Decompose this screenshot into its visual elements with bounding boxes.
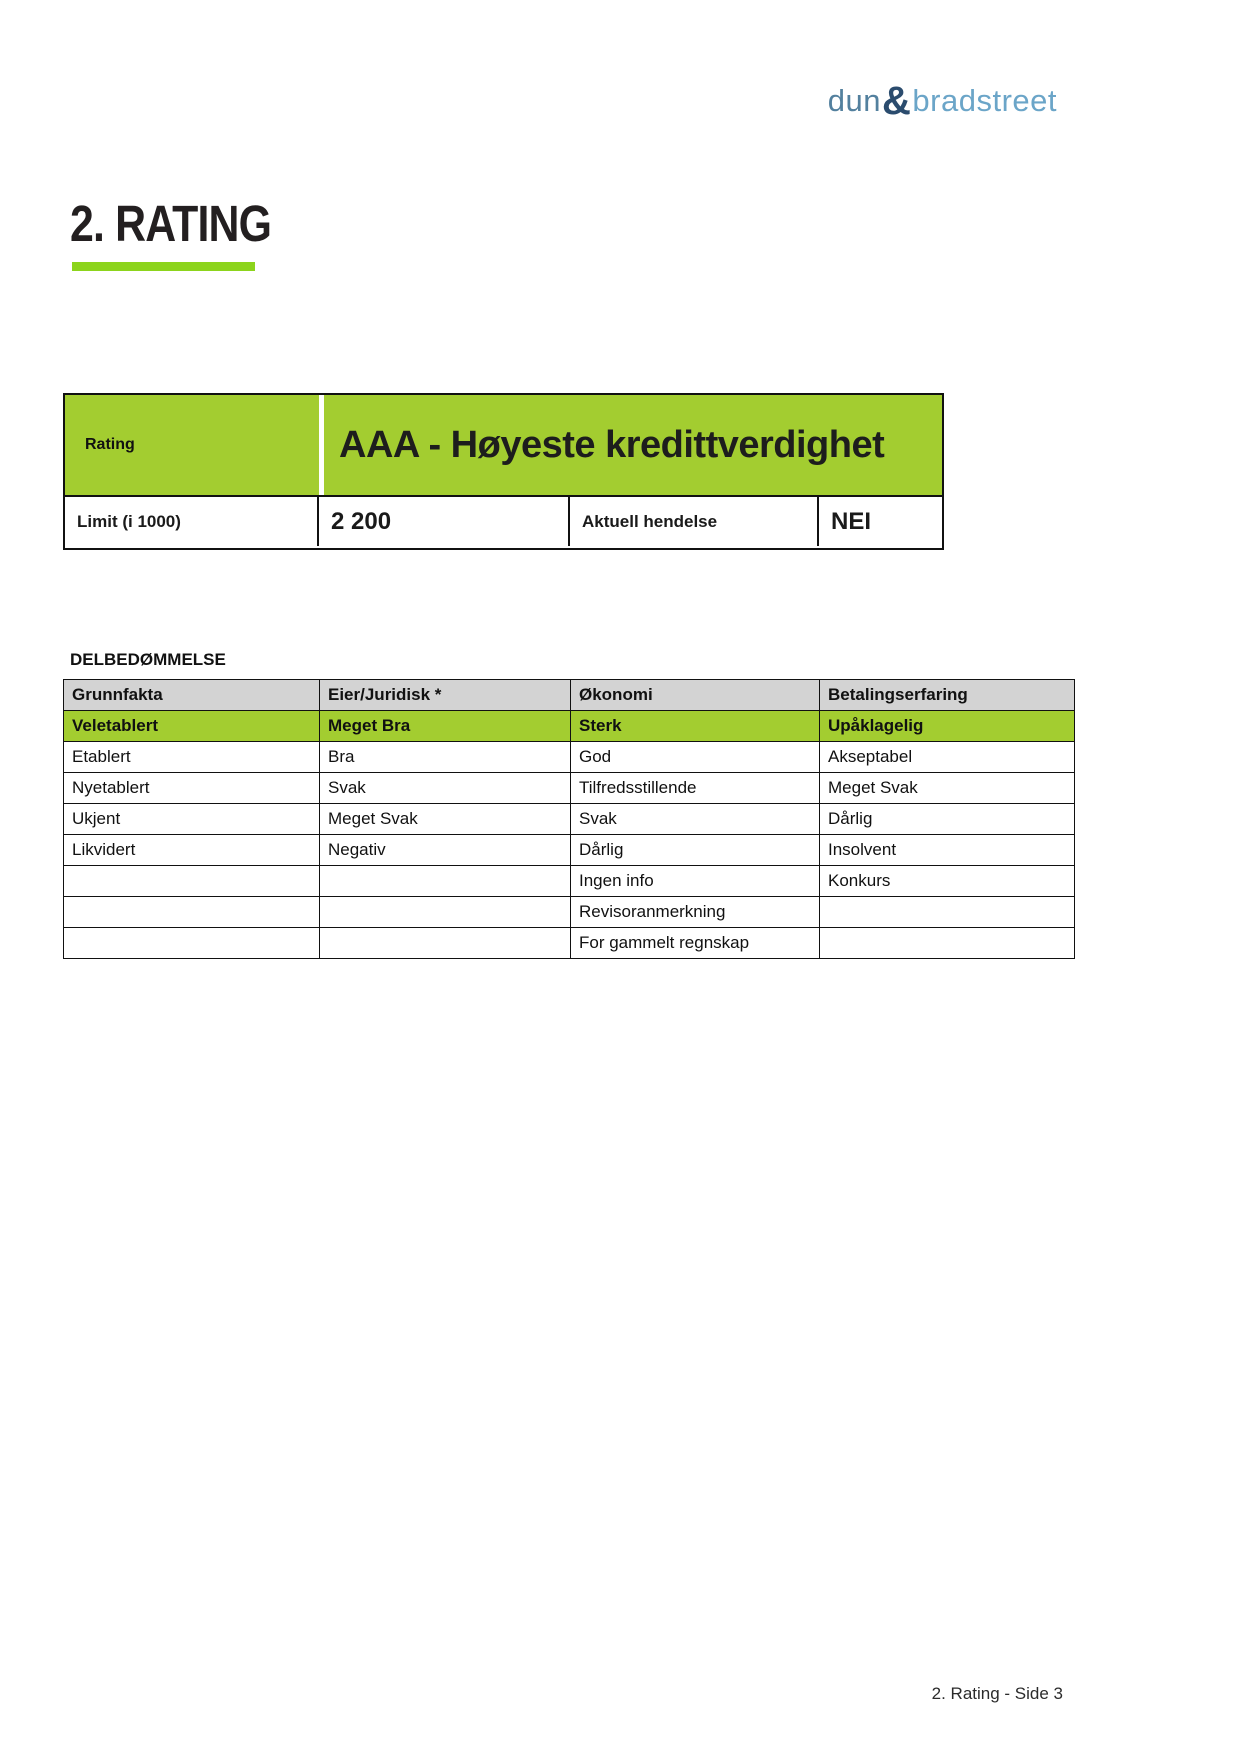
- rating-cell-divider: [319, 395, 324, 495]
- table-cell: Meget Svak: [819, 772, 1075, 804]
- selected-value: Upåklagelig: [819, 710, 1075, 742]
- table-row: Ingen info Konkurs: [63, 865, 1075, 897]
- rating-limit-row: Limit (i 1000) 2 200 Aktuell hendelse NE…: [65, 497, 942, 546]
- table-row: Likvidert Negativ Dårlig Insolvent: [63, 834, 1075, 866]
- table-cell: Etablert: [63, 741, 320, 773]
- rating-label: Rating: [85, 436, 135, 453]
- table-cell: Konkurs: [819, 865, 1075, 897]
- table-row: Nyetablert Svak Tilfredsstillende Meget …: [63, 772, 1075, 804]
- table-cell: [319, 896, 571, 928]
- table-cell: Dårlig: [819, 803, 1075, 835]
- table-cell: Tilfredsstillende: [570, 772, 820, 804]
- table-cell: [63, 927, 320, 959]
- table-cell: God: [570, 741, 820, 773]
- table-cell: [819, 927, 1075, 959]
- table-cell: Svak: [570, 803, 820, 835]
- table-cell: Insolvent: [819, 834, 1075, 866]
- assessment-selected-row: Veletablert Meget Bra Sterk Upåklagelig: [63, 710, 1075, 742]
- table-cell: Ingen info: [570, 865, 820, 897]
- table-cell: For gammelt regnskap: [570, 927, 820, 959]
- table-row: Etablert Bra God Akseptabel: [63, 741, 1075, 773]
- selected-value: Veletablert: [63, 710, 320, 742]
- column-header: Økonomi: [570, 679, 820, 711]
- table-cell: Negativ: [319, 834, 571, 866]
- table-cell: [63, 865, 320, 897]
- table-cell: Nyetablert: [63, 772, 320, 804]
- table-cell: Likvidert: [63, 834, 320, 866]
- table-row: Revisoranmerkning: [63, 896, 1075, 928]
- table-cell: Bra: [319, 741, 571, 773]
- selected-value: Meget Bra: [319, 710, 571, 742]
- assessment-header-row: Grunnfakta Eier/Juridisk * Økonomi Betal…: [63, 679, 1075, 711]
- table-cell: Akseptabel: [819, 741, 1075, 773]
- table-cell: [319, 865, 571, 897]
- assessment-table: Grunnfakta Eier/Juridisk * Økonomi Betal…: [63, 679, 1075, 959]
- current-event-label: Aktuell hendelse: [570, 497, 819, 546]
- limit-label: Limit (i 1000): [65, 497, 319, 546]
- logo-text-bradstreet: bradstreet: [912, 83, 1057, 118]
- table-row: Ukjent Meget Svak Svak Dårlig: [63, 803, 1075, 835]
- selected-value: Sterk: [570, 710, 820, 742]
- dun-bradstreet-logo: dun & bradstreet: [827, 76, 1057, 123]
- table-cell: Ukjent: [63, 803, 320, 835]
- rating-summary-table: Rating AAA - Høyeste kredittverdighet Li…: [63, 393, 944, 550]
- column-header: Betalingserfaring: [819, 679, 1075, 711]
- table-cell: Dårlig: [570, 834, 820, 866]
- current-event-value: NEI: [831, 507, 872, 535]
- page-footer: 2. Rating - Side 3: [931, 1684, 1063, 1703]
- rating-banner-row: Rating AAA - Høyeste kredittverdighet: [65, 395, 942, 497]
- column-header: Eier/Juridisk *: [319, 679, 571, 711]
- section-title-delbedommelse: DELBEDØMMELSE: [70, 650, 226, 669]
- table-row: For gammelt regnskap: [63, 927, 1075, 959]
- table-cell: Svak: [319, 772, 571, 804]
- limit-value: 2 200: [319, 497, 570, 546]
- logo-ampersand-icon: &: [882, 79, 912, 123]
- heading-underline-rule: [72, 262, 255, 271]
- table-cell: Meget Svak: [319, 803, 571, 835]
- rating-value: AAA - Høyeste kredittverdighet: [339, 423, 885, 466]
- column-header: Grunnfakta: [63, 679, 320, 711]
- table-cell: [819, 896, 1075, 928]
- logo-text-dun: dun: [827, 83, 882, 118]
- table-cell: [319, 927, 571, 959]
- table-cell: Revisoranmerkning: [570, 896, 820, 928]
- table-cell: [63, 896, 320, 928]
- page-title: 2. RATING: [70, 195, 272, 252]
